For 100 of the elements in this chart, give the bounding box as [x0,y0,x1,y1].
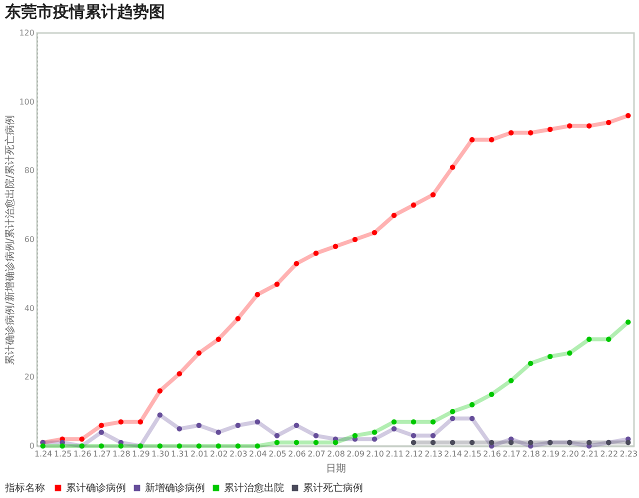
x-axis-title: 日期 [326,462,346,474]
point [469,440,475,446]
x-tick-label: 2.13 [424,450,442,458]
point [235,316,241,322]
x-tick-label: 2.09 [346,450,364,458]
x-tick-label: 2.08 [327,450,345,458]
x-tick-label: 2.23 [620,450,638,458]
point [469,137,475,142]
point [176,443,182,449]
point [547,126,553,132]
x-tick-label: 2.10 [366,450,384,458]
legend-label: 累计确诊病例 [66,482,126,494]
x-tick-label: 1.31 [171,450,189,458]
point [626,440,631,446]
x-tick-label: 2.06 [288,450,306,458]
point [372,430,378,435]
y-tick-label: 20 [24,372,34,382]
point [313,433,319,438]
point [372,230,378,236]
x-tick-label: 2.11 [386,450,404,458]
x-tick-label: 1.28 [112,450,130,458]
point [274,440,280,446]
y-axis-title: 累计确诊病例/新增确诊病例/累计治愈出院/累计死亡病例 [4,114,16,366]
x-tick-label: 2.16 [483,450,501,458]
point [157,412,163,418]
x-tick-label: 2.19 [542,450,560,458]
x-tick-label: 2.01 [190,450,208,458]
x-tick-label: 1.25 [54,450,72,458]
point [488,440,494,446]
point [118,419,124,425]
point [450,416,456,422]
x-tick-label: 2.07 [308,450,326,458]
x-tick-label: 2.17 [502,450,520,458]
x-tick-label: 2.03 [230,450,248,458]
point [450,164,456,170]
point [98,430,104,435]
point [430,433,436,438]
point [196,443,202,449]
point [528,360,534,366]
x-tick-label: 2.02 [210,450,228,458]
point [332,244,338,250]
legend-label: 累计治愈出院 [224,482,284,494]
point [450,408,456,414]
point [372,436,378,442]
point [274,433,280,438]
point [430,419,436,425]
x-tick-label: 2.14 [444,450,462,458]
point [528,130,534,136]
y-tick-label: 0 [29,442,34,450]
point [391,426,397,432]
y-tick-label: 120 [19,28,34,38]
point [313,250,319,256]
point [176,426,182,432]
point [488,392,494,398]
x-tick-label: 1.29 [132,450,150,458]
point [235,443,241,449]
point [547,354,553,360]
y-tick-label: 100 [19,97,34,106]
point [60,443,66,449]
point [216,336,222,342]
chart-title: 东莞市疫情累计趋势图 [4,2,165,21]
x-tick-label: 2.12 [405,450,423,458]
y-tick-label: 60 [24,235,34,244]
point [566,350,572,356]
point [586,123,592,129]
point [294,422,300,428]
point [98,422,104,428]
point [79,436,85,442]
point [450,440,456,446]
point [235,422,241,428]
point [508,440,514,446]
point [410,419,416,425]
point [410,202,416,208]
point [488,137,494,142]
point [176,371,182,376]
point [157,443,163,449]
point [216,443,222,449]
point [606,120,612,126]
point [118,443,124,449]
point [40,443,46,449]
x-tick-label: 1.26 [73,450,92,458]
x-tick-label: 1.27 [92,450,111,458]
point [332,440,338,446]
point [508,378,514,384]
point [196,422,202,428]
point [430,440,436,446]
point [138,419,144,425]
point [274,282,280,287]
point [294,260,300,266]
point [157,388,163,394]
point [410,433,416,438]
legend-title: 指标名称 [4,482,45,494]
point [566,123,572,129]
point [469,416,475,422]
x-tick-label: 1.24 [34,450,52,458]
point [391,419,397,425]
x-tick-label: 2.20 [561,450,580,458]
point [254,443,260,449]
point [528,440,534,446]
point [294,440,300,446]
